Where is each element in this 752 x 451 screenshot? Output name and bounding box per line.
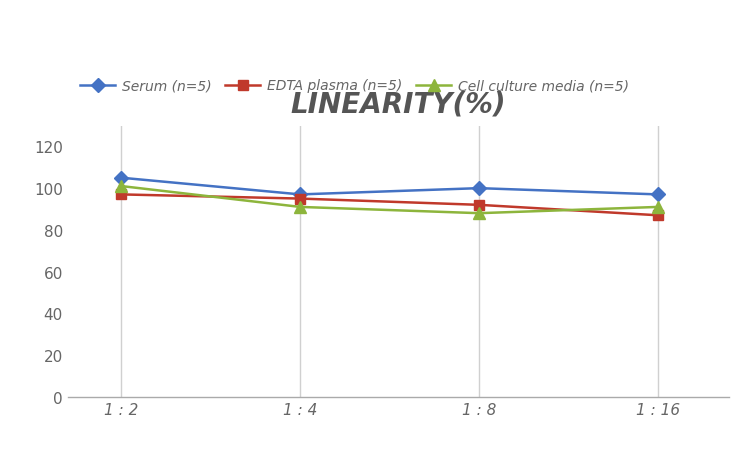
Cell culture media (n=5) bbox=[475, 211, 484, 216]
Title: LINEARITY(%): LINEARITY(%) bbox=[291, 91, 506, 119]
Legend: Serum (n=5), EDTA plasma (n=5), Cell culture media (n=5): Serum (n=5), EDTA plasma (n=5), Cell cul… bbox=[74, 74, 635, 99]
Serum (n=5) bbox=[475, 186, 484, 191]
Line: Cell culture media (n=5): Cell culture media (n=5) bbox=[116, 181, 663, 219]
Serum (n=5) bbox=[117, 175, 126, 181]
Serum (n=5) bbox=[653, 192, 663, 198]
Cell culture media (n=5) bbox=[296, 205, 305, 210]
Serum (n=5) bbox=[296, 192, 305, 198]
EDTA plasma (n=5) bbox=[475, 202, 484, 208]
EDTA plasma (n=5) bbox=[653, 213, 663, 218]
Line: Serum (n=5): Serum (n=5) bbox=[117, 174, 663, 200]
Line: EDTA plasma (n=5): EDTA plasma (n=5) bbox=[117, 190, 663, 221]
EDTA plasma (n=5) bbox=[296, 197, 305, 202]
EDTA plasma (n=5) bbox=[117, 192, 126, 198]
Cell culture media (n=5) bbox=[117, 184, 126, 189]
Cell culture media (n=5) bbox=[653, 205, 663, 210]
